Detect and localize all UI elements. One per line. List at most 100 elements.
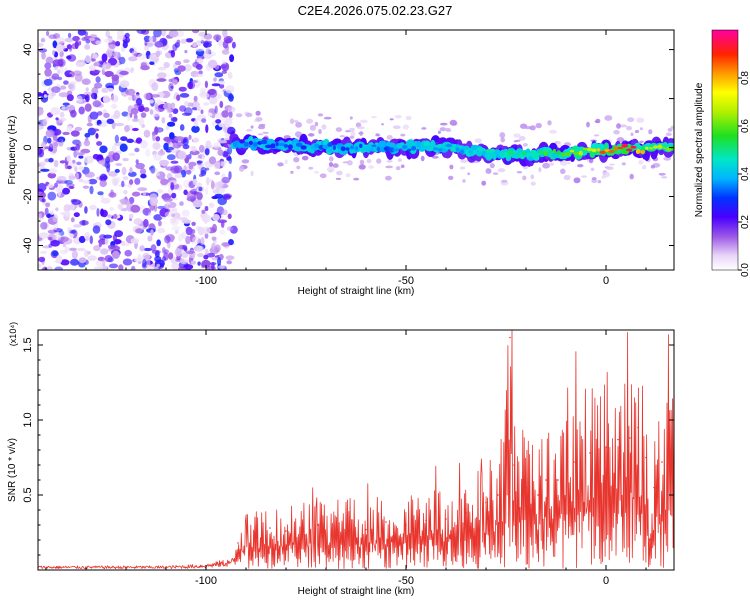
noise-blob (208, 144, 213, 149)
noise-blob (65, 73, 73, 78)
noise-blob (205, 124, 209, 134)
band-core (309, 146, 315, 150)
noise-blob (219, 229, 226, 235)
noise-blob (204, 148, 210, 156)
noise-blob (89, 34, 98, 39)
noise-blob (150, 244, 157, 252)
noise-blob (62, 187, 70, 195)
snr-point (485, 501, 487, 504)
noise-blob (182, 144, 190, 150)
noise-blob (45, 115, 49, 123)
x-axis-label: Height of straight line (km) (298, 586, 415, 597)
halo-spot (349, 127, 355, 132)
noise-blob (103, 234, 113, 239)
halo-spot (489, 163, 495, 169)
halo-spot (577, 164, 584, 168)
halo-spot (642, 165, 647, 170)
noise-blob (162, 38, 167, 45)
noise-blob (227, 71, 233, 80)
band-core (640, 150, 645, 154)
halo-spot (522, 175, 527, 181)
noise-blob (98, 123, 108, 128)
snr-point (465, 512, 467, 514)
halo-spot (257, 125, 266, 130)
noise-blob (128, 213, 134, 219)
noise-blob (113, 51, 120, 59)
noise-blob (94, 82, 103, 89)
noise-blob (96, 208, 100, 217)
noise-blob (138, 118, 145, 126)
noise-blob (156, 239, 161, 247)
noise-blob (121, 243, 130, 247)
noise-blob (214, 182, 223, 190)
noise-blob (114, 122, 125, 127)
halo-spot (250, 125, 254, 129)
snr-point (237, 542, 239, 544)
halo-spot (392, 125, 401, 129)
noise-blob (66, 55, 72, 60)
band-core (437, 148, 443, 152)
noise-blob (140, 112, 147, 118)
noise-blob (61, 105, 66, 110)
noise-blob (146, 266, 154, 270)
noise-blob (163, 61, 170, 69)
halo-spot (440, 122, 448, 126)
noise-blob (49, 226, 58, 231)
band-core (596, 148, 601, 152)
noise-blob (143, 219, 149, 228)
noise-blob (227, 213, 232, 220)
noise-blob (63, 204, 71, 213)
halo-spot (386, 160, 393, 163)
noise-blob (218, 160, 228, 164)
band-core (626, 148, 633, 152)
noise-blob (161, 117, 166, 124)
noise-blob (66, 165, 72, 170)
noise-blob (52, 49, 56, 56)
snr-point (85, 566, 87, 568)
noise-blob (191, 221, 196, 226)
noise-blob (48, 157, 54, 163)
noise-blob (68, 175, 76, 180)
noise-blob (156, 78, 167, 82)
noise-blob (181, 209, 190, 217)
halo-spot (667, 127, 673, 132)
noise-blob (228, 110, 233, 119)
halo-spot (420, 155, 425, 162)
noise-blob (85, 55, 91, 63)
noise-blob (192, 30, 200, 34)
snr-point (513, 464, 515, 466)
noise-blob (69, 230, 76, 234)
band-core (653, 145, 658, 149)
snr-point (497, 494, 499, 496)
noise-blob (143, 247, 152, 252)
snr-point (573, 461, 575, 463)
noise-blob (48, 148, 53, 152)
noise-blob (136, 30, 147, 34)
noise-blob (100, 248, 109, 255)
noise-blob (59, 111, 65, 118)
noise-blob (66, 104, 76, 111)
noise-blob (171, 192, 177, 199)
noise-blob (102, 175, 108, 181)
noise-blob (78, 257, 87, 264)
noise-blob (108, 171, 118, 177)
halo-spot (368, 165, 375, 169)
noise-blob (145, 148, 151, 158)
noise-blob (111, 176, 121, 184)
noise-blob (217, 219, 228, 224)
noise-blob (130, 265, 136, 270)
noise-blob (95, 133, 99, 139)
snr-point (525, 486, 527, 489)
spectrogram-frame (37, 29, 675, 271)
noise-blob (142, 252, 151, 261)
noise-blob (70, 258, 79, 266)
noise-blob (122, 157, 129, 162)
halo-spot (250, 170, 254, 177)
noise-blob (118, 56, 126, 65)
noise-blob (76, 150, 80, 156)
noise-blob (176, 94, 181, 101)
halo-spot (328, 162, 334, 168)
noise-blob (158, 220, 162, 227)
noise-blob (172, 142, 178, 148)
noise-blob (226, 226, 234, 231)
